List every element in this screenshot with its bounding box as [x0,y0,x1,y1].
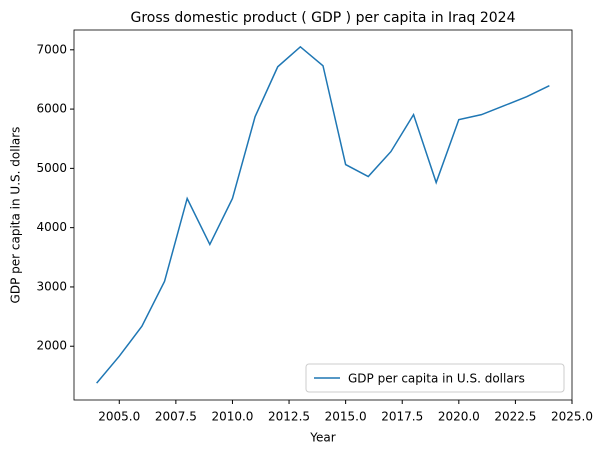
y-tick-label: 7000 [36,42,67,56]
y-tick-label: 6000 [36,102,67,116]
y-tick-label: 2000 [36,339,67,353]
x-tick-label: 2005.0 [98,410,140,424]
x-tick-label: 2015.0 [325,410,367,424]
chart-title: Gross domestic product ( GDP ) per capit… [131,10,516,26]
y-axis-label: GDP per capita in U.S. dollars [9,127,23,304]
y-tick-label: 4000 [36,220,67,234]
x-tick-label: 2010.0 [211,410,253,424]
y-tick-label: 3000 [36,279,67,293]
x-tick-label: 2025.0 [551,410,593,424]
x-tick-label: 2007.5 [155,410,197,424]
x-tick-label: 2012.5 [268,410,310,424]
x-tick-label: 2020.0 [438,410,480,424]
legend-box [305,363,565,393]
line-series [96,45,550,384]
legend-label: GDP per capita in U.S. dollars [348,372,525,386]
x-tick-label: 2017.5 [381,410,423,424]
x-tick-label: 2022.5 [494,410,536,424]
plot-frame [73,29,573,401]
x-axis-label: Year [309,431,335,445]
y-tick-label: 5000 [36,161,67,175]
